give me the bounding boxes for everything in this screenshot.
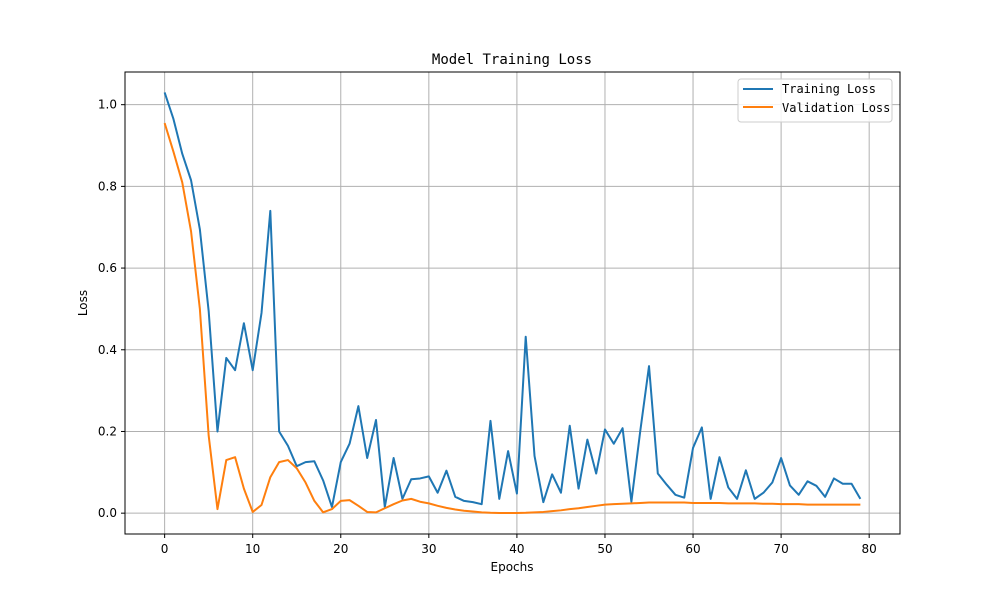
x-axis-title: Epochs [491, 560, 534, 574]
x-tick-label: 10 [245, 542, 260, 556]
x-tick-label: 40 [509, 542, 524, 556]
x-tick-label: 50 [597, 542, 612, 556]
legend-box [737, 78, 893, 123]
series-group [163, 92, 862, 514]
legend-label-training: Training Loss [782, 82, 876, 96]
grid [125, 72, 900, 534]
x-tick-label: 0 [161, 542, 169, 556]
x-tick-label: 80 [862, 542, 877, 556]
legend: Training Loss Validation Loss [737, 78, 893, 123]
x-tick-label: 30 [421, 542, 436, 556]
y-tick-label: 0.6 [98, 261, 117, 275]
y-axis-ticks: 0.0 0.2 0.4 0.6 0.8 1.0 [98, 98, 125, 520]
legend-label-validation: Validation Loss [782, 101, 890, 115]
y-axis-title: Loss [76, 290, 90, 316]
y-tick-label: 0.2 [98, 424, 117, 438]
x-axis-ticks: 0 10 20 30 40 50 60 70 80 [161, 534, 877, 556]
y-tick-label: 1.0 [98, 98, 117, 112]
y-tick-label: 0.4 [98, 343, 117, 357]
x-tick-label: 60 [685, 542, 700, 556]
plot-frame [124, 71, 901, 535]
x-tick-label: 70 [773, 542, 788, 556]
chart-title: Model Training Loss [432, 52, 592, 68]
training-loss-line [163, 92, 862, 509]
validation-loss-line [163, 122, 861, 514]
x-tick-label: 20 [333, 542, 348, 556]
y-tick-label: 0.8 [98, 179, 117, 193]
y-tick-label: 0.0 [98, 506, 117, 520]
